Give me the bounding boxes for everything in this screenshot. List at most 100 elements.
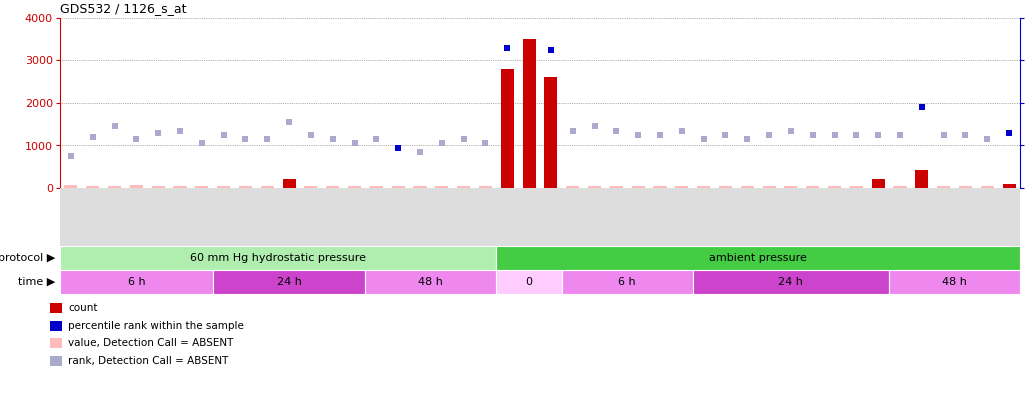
Point [303, 132, 319, 138]
Point [84, 134, 101, 140]
Bar [50, 338, 62, 348]
Point [674, 128, 690, 134]
Text: percentile rank within the sample: percentile rank within the sample [68, 321, 244, 331]
Bar [413, 186, 427, 188]
Bar [741, 186, 754, 188]
Bar [86, 185, 100, 188]
Bar [326, 186, 340, 188]
Point [849, 132, 865, 138]
Bar [348, 185, 361, 188]
Bar [850, 185, 863, 188]
Bar [458, 185, 470, 188]
Bar [693, 270, 890, 294]
Point [608, 128, 625, 134]
Point [652, 132, 668, 138]
Text: rank, Detection Call = ABSENT: rank, Detection Call = ABSENT [68, 356, 229, 366]
Point [804, 132, 821, 138]
Text: GDS532 / 1126_s_at: GDS532 / 1126_s_at [60, 2, 187, 15]
Point [456, 136, 472, 143]
Point [586, 123, 602, 130]
Bar [218, 185, 230, 188]
Bar [50, 303, 62, 313]
Point [543, 47, 559, 53]
Bar [959, 185, 972, 188]
Bar [545, 77, 557, 188]
Bar [762, 186, 776, 188]
Bar [239, 186, 252, 188]
Bar [365, 270, 497, 294]
Point [979, 136, 995, 143]
Text: 24 h: 24 h [277, 277, 302, 287]
Bar [915, 170, 929, 188]
Point [739, 136, 755, 143]
Point [630, 132, 646, 138]
Bar [522, 39, 536, 188]
Point [892, 132, 908, 138]
Bar [890, 270, 1020, 294]
Bar [719, 186, 732, 188]
Point [521, 43, 538, 49]
Point [434, 140, 450, 147]
Point [259, 136, 275, 143]
Text: 60 mm Hg hydrostatic pressure: 60 mm Hg hydrostatic pressure [190, 253, 366, 263]
Point [936, 132, 952, 138]
Text: ambient pressure: ambient pressure [709, 253, 807, 263]
Point [564, 128, 581, 134]
Point [128, 136, 145, 143]
Bar [981, 186, 994, 188]
Bar [784, 185, 797, 188]
Text: count: count [68, 303, 97, 313]
Bar [588, 185, 601, 188]
Text: 6 h: 6 h [127, 277, 145, 287]
Bar [654, 186, 667, 188]
Point [499, 45, 515, 51]
Bar [60, 270, 212, 294]
Point [477, 140, 494, 147]
Point [717, 132, 734, 138]
Bar [497, 246, 1020, 270]
Point [761, 132, 778, 138]
Bar [806, 186, 820, 188]
Text: value, Detection Call = ABSENT: value, Detection Call = ABSENT [68, 338, 233, 348]
Bar [173, 186, 187, 188]
Point [390, 145, 406, 151]
Text: 48 h: 48 h [419, 277, 443, 287]
Point [347, 140, 363, 147]
Text: 24 h: 24 h [779, 277, 803, 287]
Point [411, 149, 428, 155]
Point [870, 132, 886, 138]
Text: 0: 0 [525, 277, 532, 287]
Point [63, 153, 79, 159]
Point [696, 136, 712, 143]
Bar [50, 321, 62, 330]
Bar [894, 185, 907, 188]
Point [237, 136, 253, 143]
Point [171, 128, 188, 134]
Text: protocol ▶: protocol ▶ [0, 253, 55, 263]
Point [783, 128, 799, 134]
Point [368, 136, 385, 143]
Bar [195, 185, 208, 188]
Bar [392, 186, 404, 188]
Bar [632, 186, 644, 188]
Bar [369, 186, 383, 188]
Bar [305, 185, 317, 188]
Bar [872, 179, 884, 188]
Bar [501, 69, 514, 188]
Bar [130, 185, 143, 188]
Bar [50, 356, 62, 365]
Bar [60, 246, 497, 270]
Bar [1002, 184, 1016, 188]
Bar [435, 186, 448, 188]
Bar [261, 185, 274, 188]
Point [150, 130, 166, 136]
Bar [65, 185, 77, 188]
Point [194, 140, 210, 147]
Point [826, 132, 842, 138]
Text: 48 h: 48 h [942, 277, 966, 287]
Bar [479, 185, 492, 188]
Bar [562, 270, 693, 294]
Point [324, 136, 341, 143]
Point [107, 123, 123, 130]
Point [957, 132, 974, 138]
